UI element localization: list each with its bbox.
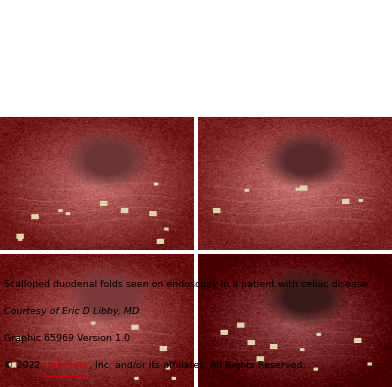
Text: Graphic 65969 Version 1.0: Graphic 65969 Version 1.0 bbox=[4, 334, 130, 343]
Text: UpToDate: UpToDate bbox=[44, 361, 89, 370]
Text: Scalloped duodenal folds seen on endoscopy in a patient with celiac disease.: Scalloped duodenal folds seen on endosco… bbox=[4, 280, 371, 289]
Text: Courtesy of Eric D Libby, MD.: Courtesy of Eric D Libby, MD. bbox=[4, 307, 142, 316]
Text: © 2022: © 2022 bbox=[4, 361, 44, 370]
Text: , Inc. and/or its affiliates. All Rights Reserved.: , Inc. and/or its affiliates. All Rights… bbox=[89, 361, 305, 370]
